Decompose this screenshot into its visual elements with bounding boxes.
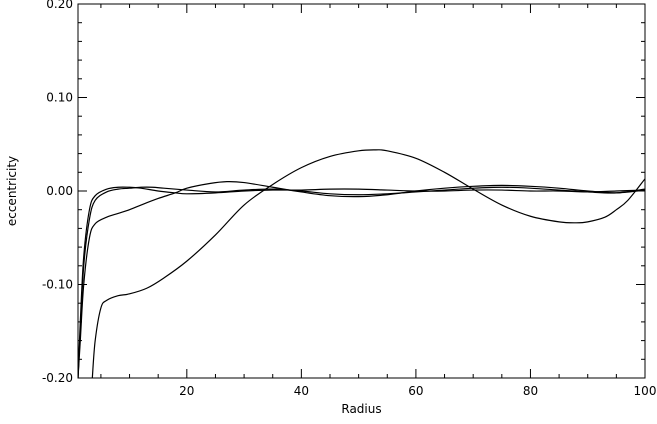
y-tick-label: 0.10 [46,91,73,105]
plot-lines [78,149,645,378]
y-axis-label: eccentricity [5,156,19,226]
series-line-4 [91,149,645,378]
y-tick-label: -0.20 [42,371,73,385]
x-tick-label: 40 [294,384,309,398]
plot-frame [77,3,646,379]
y-tick-label: -0.10 [42,278,73,292]
x-tick-label: 80 [523,384,538,398]
series-line-2 [78,186,645,378]
x-tick-label: 20 [179,384,194,398]
axis-tick-labels: 20 40 60 80 100 -0.20 -0.10 0.00 0.10 0.20 [42,0,657,398]
y-tick-label: 0.00 [46,184,73,198]
series-line-1 [78,186,645,378]
x-tick-label: 60 [408,384,423,398]
x-tick-label: 100 [634,384,657,398]
y-tick-label: 0.20 [46,0,73,11]
x-axis-label: Radius [341,402,381,416]
series-line-3 [78,180,645,378]
